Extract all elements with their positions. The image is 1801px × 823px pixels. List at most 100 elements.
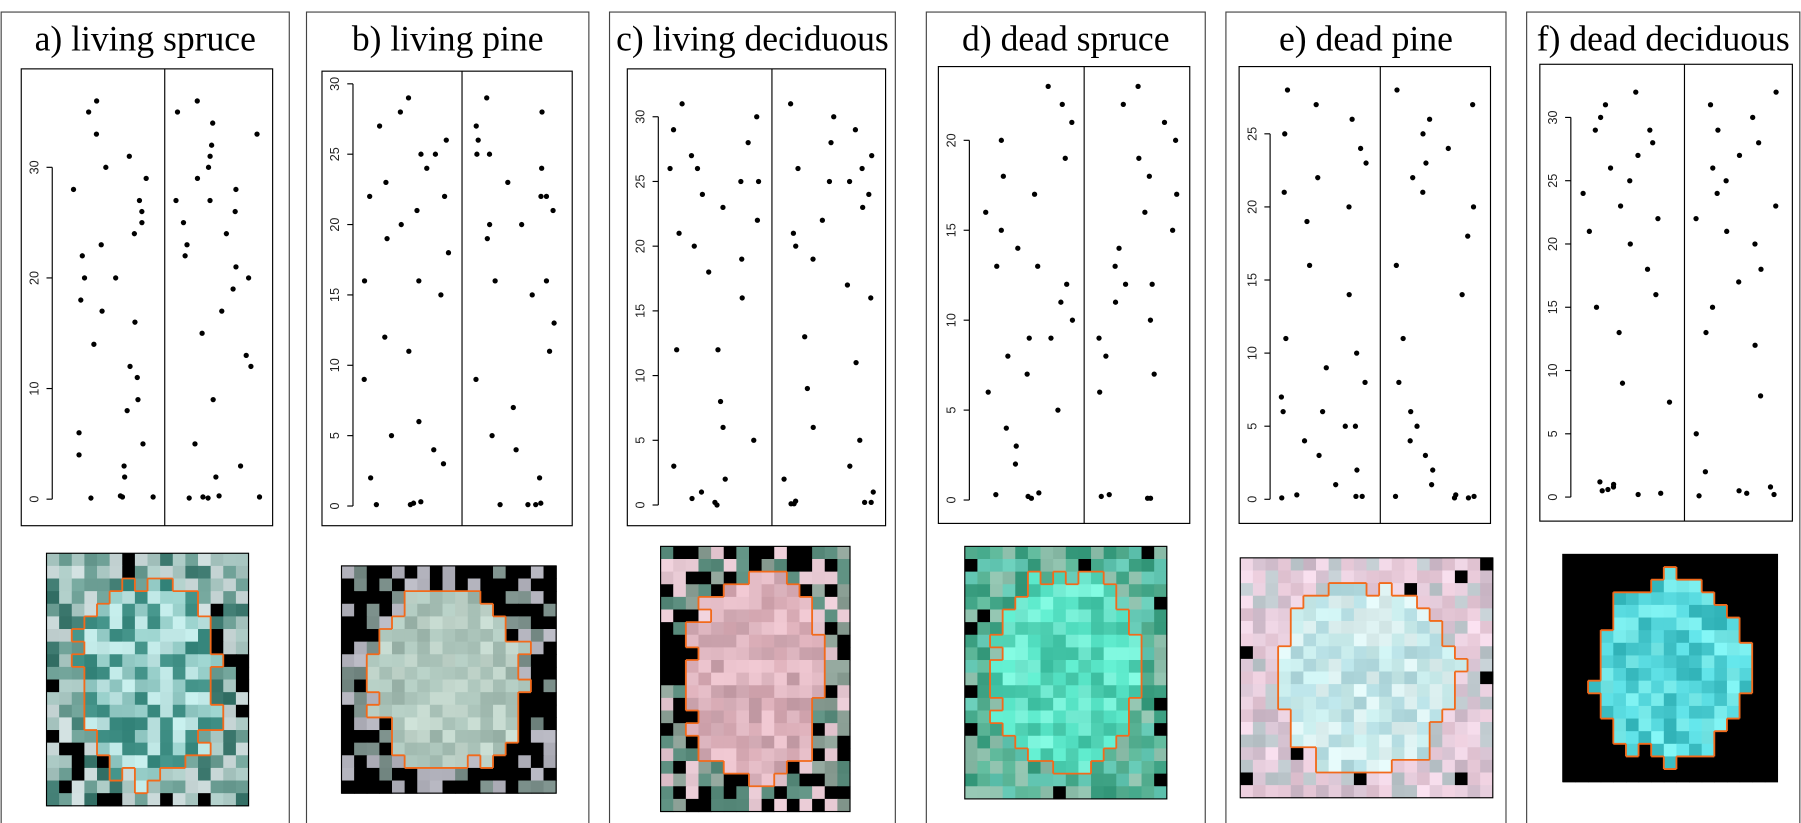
data-point (486, 221, 493, 228)
image-pixel (698, 786, 712, 800)
image-pixel (543, 780, 557, 794)
image-pixel (1053, 697, 1067, 712)
image-pixel (1265, 557, 1279, 572)
data-point (1283, 335, 1289, 342)
image-pixel (1562, 642, 1577, 656)
image-pixel (185, 591, 199, 605)
image-pixel (341, 767, 355, 782)
image-pixel (1714, 630, 1728, 644)
plot-frame (937, 66, 1191, 524)
image-pixel (543, 654, 557, 668)
image-pixel (379, 591, 393, 605)
data-point (519, 221, 525, 228)
image-pixel (223, 629, 237, 643)
image-pixel (812, 584, 826, 598)
data-point (233, 186, 239, 193)
image-pixel (1116, 546, 1130, 560)
image-pixel (210, 780, 224, 794)
image-pixel (1116, 748, 1130, 762)
image-pixel (198, 780, 212, 794)
image-pixel (210, 692, 224, 706)
data-point (1767, 484, 1774, 490)
image-pixel (1303, 709, 1317, 723)
image-pixel (1240, 747, 1254, 761)
image-pixel (1341, 785, 1355, 799)
image-pixel (392, 742, 406, 756)
image-pixel (1103, 571, 1117, 585)
image-pixel (71, 704, 85, 718)
image-pixel (786, 647, 801, 661)
image-pixel (1053, 558, 1067, 573)
image-pixel (392, 603, 406, 617)
y-tick-label: 15 (634, 304, 648, 318)
image-pixel (824, 634, 838, 648)
image-pixel (1128, 660, 1143, 674)
data-point (1281, 189, 1287, 195)
image-pixel (467, 591, 481, 605)
data-point (1644, 266, 1651, 272)
image-pixel (812, 546, 826, 560)
image-pixel (1575, 604, 1589, 619)
image-pixel (990, 735, 1004, 749)
image-pixel (1128, 761, 1143, 775)
image-pixel (1015, 660, 1029, 674)
image-pixel (1128, 773, 1143, 787)
image-pixel (1714, 668, 1728, 682)
image-pixel (761, 773, 775, 787)
image-pixel (1116, 634, 1130, 648)
image-pixel (1480, 772, 1494, 786)
image-pixel (1454, 671, 1469, 685)
image-pixel (1467, 684, 1481, 698)
image-pixel (799, 735, 813, 749)
image-pixel (1154, 584, 1168, 598)
data-point (804, 385, 811, 392)
image-pixel (341, 641, 355, 655)
data-point (1045, 83, 1051, 89)
data-point (983, 209, 989, 215)
image-pixel (1701, 668, 1715, 682)
image-pixel (185, 679, 199, 693)
y-tick-label: 5 (634, 437, 648, 444)
image-pixel (1027, 761, 1042, 775)
image-pixel (366, 780, 380, 794)
image-pixel (429, 679, 444, 693)
data-point (793, 243, 799, 249)
image-pixel (660, 723, 674, 737)
image-pixel (990, 622, 1004, 636)
image-pixel (1391, 696, 1405, 710)
image-pixel (455, 629, 469, 643)
image-pixel (1575, 693, 1589, 707)
image-pixel (1442, 747, 1456, 761)
image-pixel (172, 742, 186, 756)
image-pixel (1391, 583, 1405, 597)
image-pixel (160, 591, 174, 605)
image-pixel (1065, 697, 1079, 712)
data-point (174, 109, 181, 115)
data-point (1069, 119, 1075, 125)
panel-title: d) dead spruce (962, 19, 1169, 59)
image-pixel (467, 666, 481, 681)
data-point (173, 197, 179, 204)
image-pixel (429, 565, 444, 580)
image-pixel (748, 571, 763, 585)
data-point (1013, 443, 1019, 449)
image-pixel (1689, 668, 1703, 682)
image-pixel (1600, 756, 1614, 770)
y-tick-label: 10 (634, 369, 648, 383)
image-pixel (1303, 696, 1317, 710)
image-pixel (493, 717, 507, 731)
data-point (1724, 228, 1730, 234)
image-pixel (1379, 646, 1393, 660)
image-pixel (1752, 579, 1766, 593)
image-pixel (1663, 567, 1678, 581)
image-pixel (1379, 608, 1393, 622)
image-pixel (837, 596, 851, 611)
image-pixel (467, 578, 481, 592)
image-pixel (160, 755, 174, 769)
image-pixel (518, 717, 532, 731)
image-pixel (660, 761, 674, 775)
data-point (1465, 495, 1472, 501)
data-point (1151, 371, 1157, 377)
image-pixel (1663, 693, 1678, 707)
image-pixel (442, 692, 456, 706)
